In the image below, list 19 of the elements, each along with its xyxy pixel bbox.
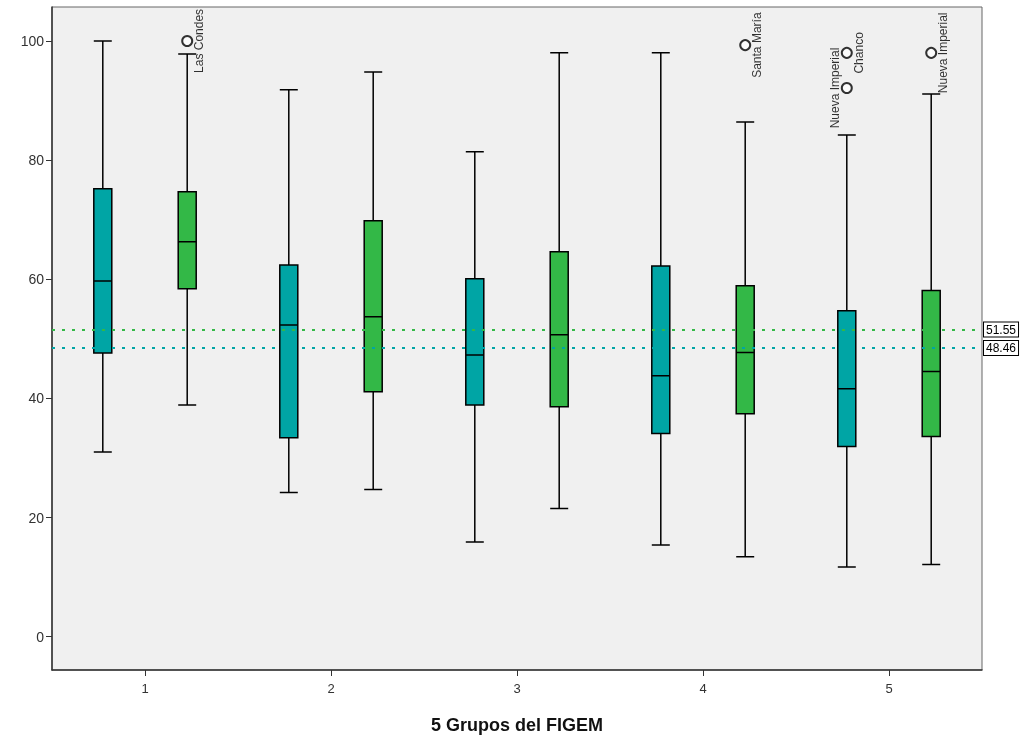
y-tick-label: 40	[28, 390, 45, 407]
y-tick-label: 80	[28, 152, 45, 169]
x-tick-label: 4	[699, 681, 707, 696]
y-tick-label: 60	[28, 271, 45, 288]
annotation: Nueva Imperial	[827, 47, 842, 129]
x-axis-title: 5 Grupos del FIGEM	[430, 715, 604, 735]
ref-line-label: 51.55	[986, 322, 1017, 337]
annotation: Las Condes	[192, 8, 207, 73]
annotation: Santa María	[750, 12, 765, 78]
x-tick-label: 2	[327, 681, 335, 696]
x-tick-label: 3	[513, 681, 521, 696]
y-tick-label: 100	[20, 32, 45, 49]
x-tick-label: 1	[141, 681, 149, 696]
annotation: Nueva Imperial	[936, 12, 951, 94]
y-tick-label: 0	[36, 628, 45, 645]
x-tick-label: 5	[885, 681, 893, 696]
y-tick-label: 20	[28, 509, 45, 526]
annotation: Chanco	[851, 31, 866, 74]
ref-line-label: 48.46	[986, 340, 1017, 355]
